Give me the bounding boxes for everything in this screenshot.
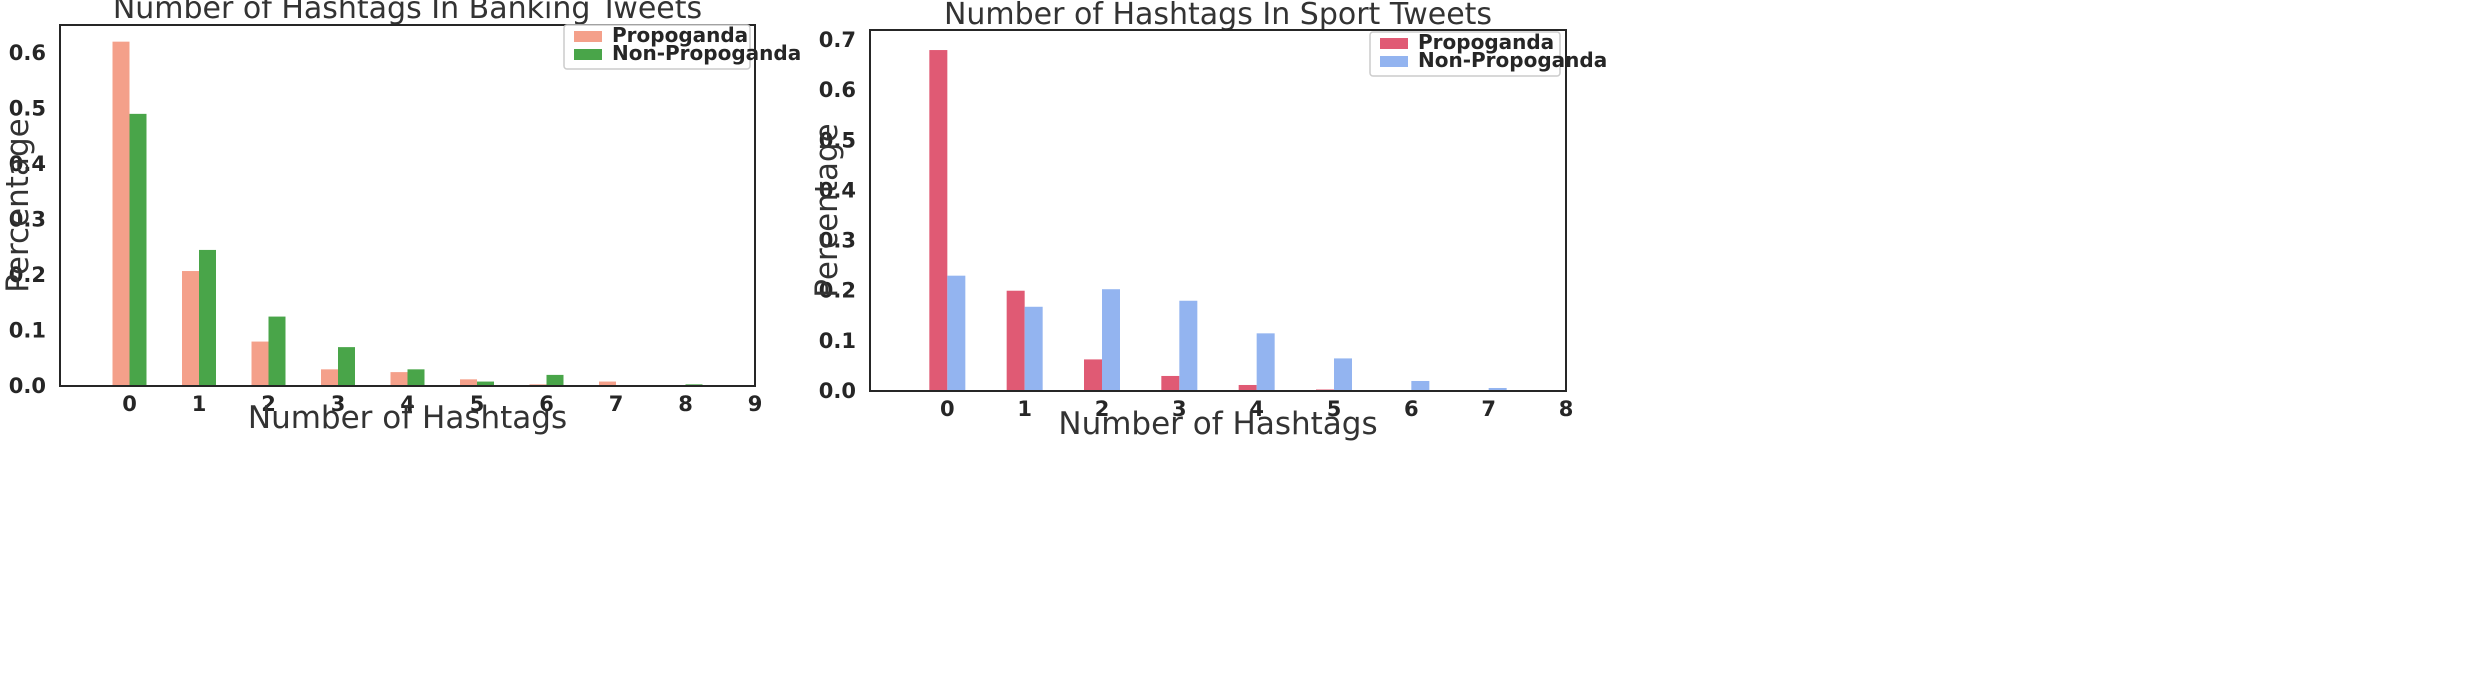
sport-y-ticks: 0.0 0.1 0.2 0.3 0.4 0.5 0.6 0.7 — [819, 28, 856, 403]
sport-y-tick-label: 0.1 — [819, 329, 856, 353]
banking-x-tick-label: 9 — [748, 392, 763, 416]
sport-bar-propoganda-3 — [1161, 375, 1180, 391]
sport-legend-box — [1369, 31, 1561, 77]
banking-x-tick-label: 0 — [122, 392, 137, 416]
sport-bars — [929, 50, 1507, 392]
banking-y-tick-label: 0.1 — [9, 318, 46, 342]
banking-y-axis-label: Percentage — [0, 118, 36, 292]
sport-bar-non-propoganda-0 — [947, 275, 966, 391]
banking-x-tick-label: 8 — [678, 392, 693, 416]
banking-x-tick-label: 5 — [470, 392, 485, 416]
banking-x-tick-label: 2 — [261, 392, 276, 416]
sport-legend-label-non-propoganda: Non-Propoganda — [1418, 48, 1607, 72]
banking-y-tick-label: 0.4 — [9, 152, 46, 176]
sport-x-tick-label: 5 — [1327, 397, 1342, 421]
sport-x-tick-label: 2 — [1095, 397, 1110, 421]
sport-chart-title: Number of Hashtags In Sport Tweets — [944, 0, 1492, 32]
sport-chart: Number of Hashtags In Sport Tweets 0.00.… — [809, 0, 1607, 442]
banking-bar-non-propoganda-6 — [546, 374, 564, 386]
sport-bar-propoganda-0 — [929, 50, 948, 392]
sport-x-tick-label: 8 — [1559, 397, 1574, 421]
sport-bar-propoganda-2 — [1084, 359, 1102, 391]
sport-bar-propoganda-4 — [1238, 384, 1257, 391]
sport-legend-label-propoganda: Propoganda — [1418, 30, 1554, 54]
sport-y-tick-label: 0.5 — [819, 128, 856, 152]
banking-x-tick-label: 6 — [539, 392, 554, 416]
banking-x-tick-label: 4 — [400, 392, 415, 416]
banking-plot-frame — [59, 24, 756, 387]
banking-legend-swatch-propoganda — [574, 31, 602, 42]
banking-x-ticks: 0 1 2 3 4 5 6 7 8 9 — [122, 392, 762, 416]
banking-legend-label-non-propoganda: Non-Propoganda — [612, 41, 801, 65]
sport-y-tick-label: 0.6 — [819, 78, 856, 102]
sport-bar-non-propoganda-5 — [1334, 358, 1352, 391]
sport-x-tick-label: 7 — [1481, 397, 1496, 421]
banking-x-tick-label: 3 — [331, 392, 346, 416]
sport-y-tick-label: 0.2 — [819, 279, 856, 303]
banking-chart-title: Number of Hashtags In Banking Tweets — [113, 0, 702, 26]
banking-x-tick-label: 1 — [192, 392, 207, 416]
banking-bars — [112, 41, 703, 387]
banking-x-axis-label: Number of Hashtags — [248, 400, 567, 436]
banking-bar-propoganda-5 — [460, 379, 477, 386]
banking-y-tick-label: 0.6 — [9, 41, 46, 65]
banking-bar-propoganda-3 — [321, 369, 338, 386]
banking-legend: Propoganda Non-Propoganda — [563, 23, 801, 70]
banking-bar-non-propoganda-2 — [268, 316, 286, 386]
banking-chart: Number of Hashtags In Banking Tweets 0.0… — [0, 0, 801, 436]
banking-bar-non-propoganda-3 — [338, 347, 355, 386]
banking-bar-non-propoganda-0 — [129, 113, 147, 386]
banking-y-tick-label: 0.5 — [9, 96, 46, 120]
banking-y-ticks: 0.0 0.1 0.2 0.3 0.4 0.5 0.6 — [9, 41, 46, 398]
banking-y-tick-label: 0.2 — [9, 263, 46, 287]
banking-legend-box — [563, 24, 751, 70]
sport-y-tick-label: 0.4 — [819, 178, 856, 202]
banking-bar-propoganda-1 — [182, 271, 199, 386]
banking-bar-non-propoganda-4 — [407, 369, 425, 386]
sport-x-tick-label: 6 — [1404, 397, 1419, 421]
banking-y-tick-label: 0.0 — [9, 374, 46, 398]
banking-bar-propoganda-0 — [112, 41, 130, 387]
sport-bar-non-propoganda-3 — [1179, 300, 1198, 391]
banking-bar-propoganda-4 — [390, 372, 408, 386]
sport-bar-non-propoganda-4 — [1256, 333, 1275, 391]
sport-y-tick-label: 0.3 — [819, 229, 856, 253]
sport-y-tick-label: 0.7 — [819, 28, 856, 52]
sport-plot-frame — [869, 29, 1567, 392]
sport-bar-non-propoganda-7 — [1488, 387, 1507, 391]
banking-bar-non-propoganda-1 — [199, 249, 216, 386]
sport-bar-non-propoganda-6 — [1411, 380, 1430, 391]
sport-x-tick-label: 0 — [940, 397, 955, 421]
banking-x-tick-label: 7 — [609, 392, 624, 416]
sport-legend: Propoganda Non-Propoganda — [1369, 30, 1607, 77]
banking-bar-propoganda-2 — [251, 341, 269, 386]
sport-y-axis-label: Percentage — [809, 123, 845, 297]
sport-legend-swatch-non-propoganda — [1380, 56, 1408, 67]
banking-legend-swatch-non-propoganda — [574, 49, 602, 60]
banking-bar-propoganda-7 — [599, 381, 616, 386]
banking-bar-non-propoganda-5 — [477, 381, 494, 386]
banking-legend-label-propoganda: Propoganda — [612, 23, 748, 47]
sport-x-axis-label: Number of Hashtags — [1058, 406, 1377, 442]
sport-x-tick-label: 4 — [1249, 397, 1264, 421]
sport-bar-non-propoganda-2 — [1102, 289, 1120, 391]
sport-x-ticks: 0 1 2 3 4 5 6 7 8 — [940, 397, 1573, 421]
sport-x-tick-label: 1 — [1017, 397, 1032, 421]
sport-bar-propoganda-1 — [1006, 290, 1025, 391]
sport-y-tick-label: 0.0 — [819, 379, 856, 403]
banking-y-tick-label: 0.3 — [9, 207, 46, 231]
sport-bar-non-propoganda-1 — [1024, 306, 1043, 391]
sport-x-tick-label: 3 — [1172, 397, 1187, 421]
sport-legend-swatch-propoganda — [1380, 38, 1408, 49]
